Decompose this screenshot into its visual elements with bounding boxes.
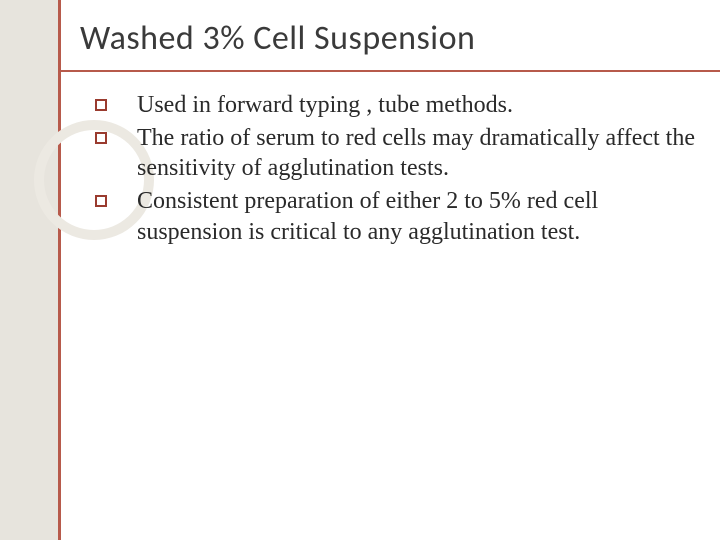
accent-vertical-line [58, 0, 61, 540]
square-bullet-icon [95, 99, 107, 111]
sidebar-deco [0, 0, 58, 540]
slide: Washed 3% Cell Suspension Used in forwar… [0, 0, 720, 540]
slide-body: Used in forward typing , tube methods. T… [95, 90, 695, 250]
bullet-item: Consistent preparation of either 2 to 5%… [95, 186, 695, 247]
bullet-text: The ratio of serum to red cells may dram… [137, 123, 695, 184]
bullet-text: Used in forward typing , tube methods. [137, 90, 695, 121]
square-bullet-icon [95, 132, 107, 144]
bullet-item: The ratio of serum to red cells may dram… [95, 123, 695, 184]
bullet-item: Used in forward typing , tube methods. [95, 90, 695, 121]
square-bullet-icon [95, 195, 107, 207]
title-underline [58, 70, 720, 72]
slide-title: Washed 3% Cell Suspension [80, 18, 475, 59]
bullet-text: Consistent preparation of either 2 to 5%… [137, 186, 695, 247]
